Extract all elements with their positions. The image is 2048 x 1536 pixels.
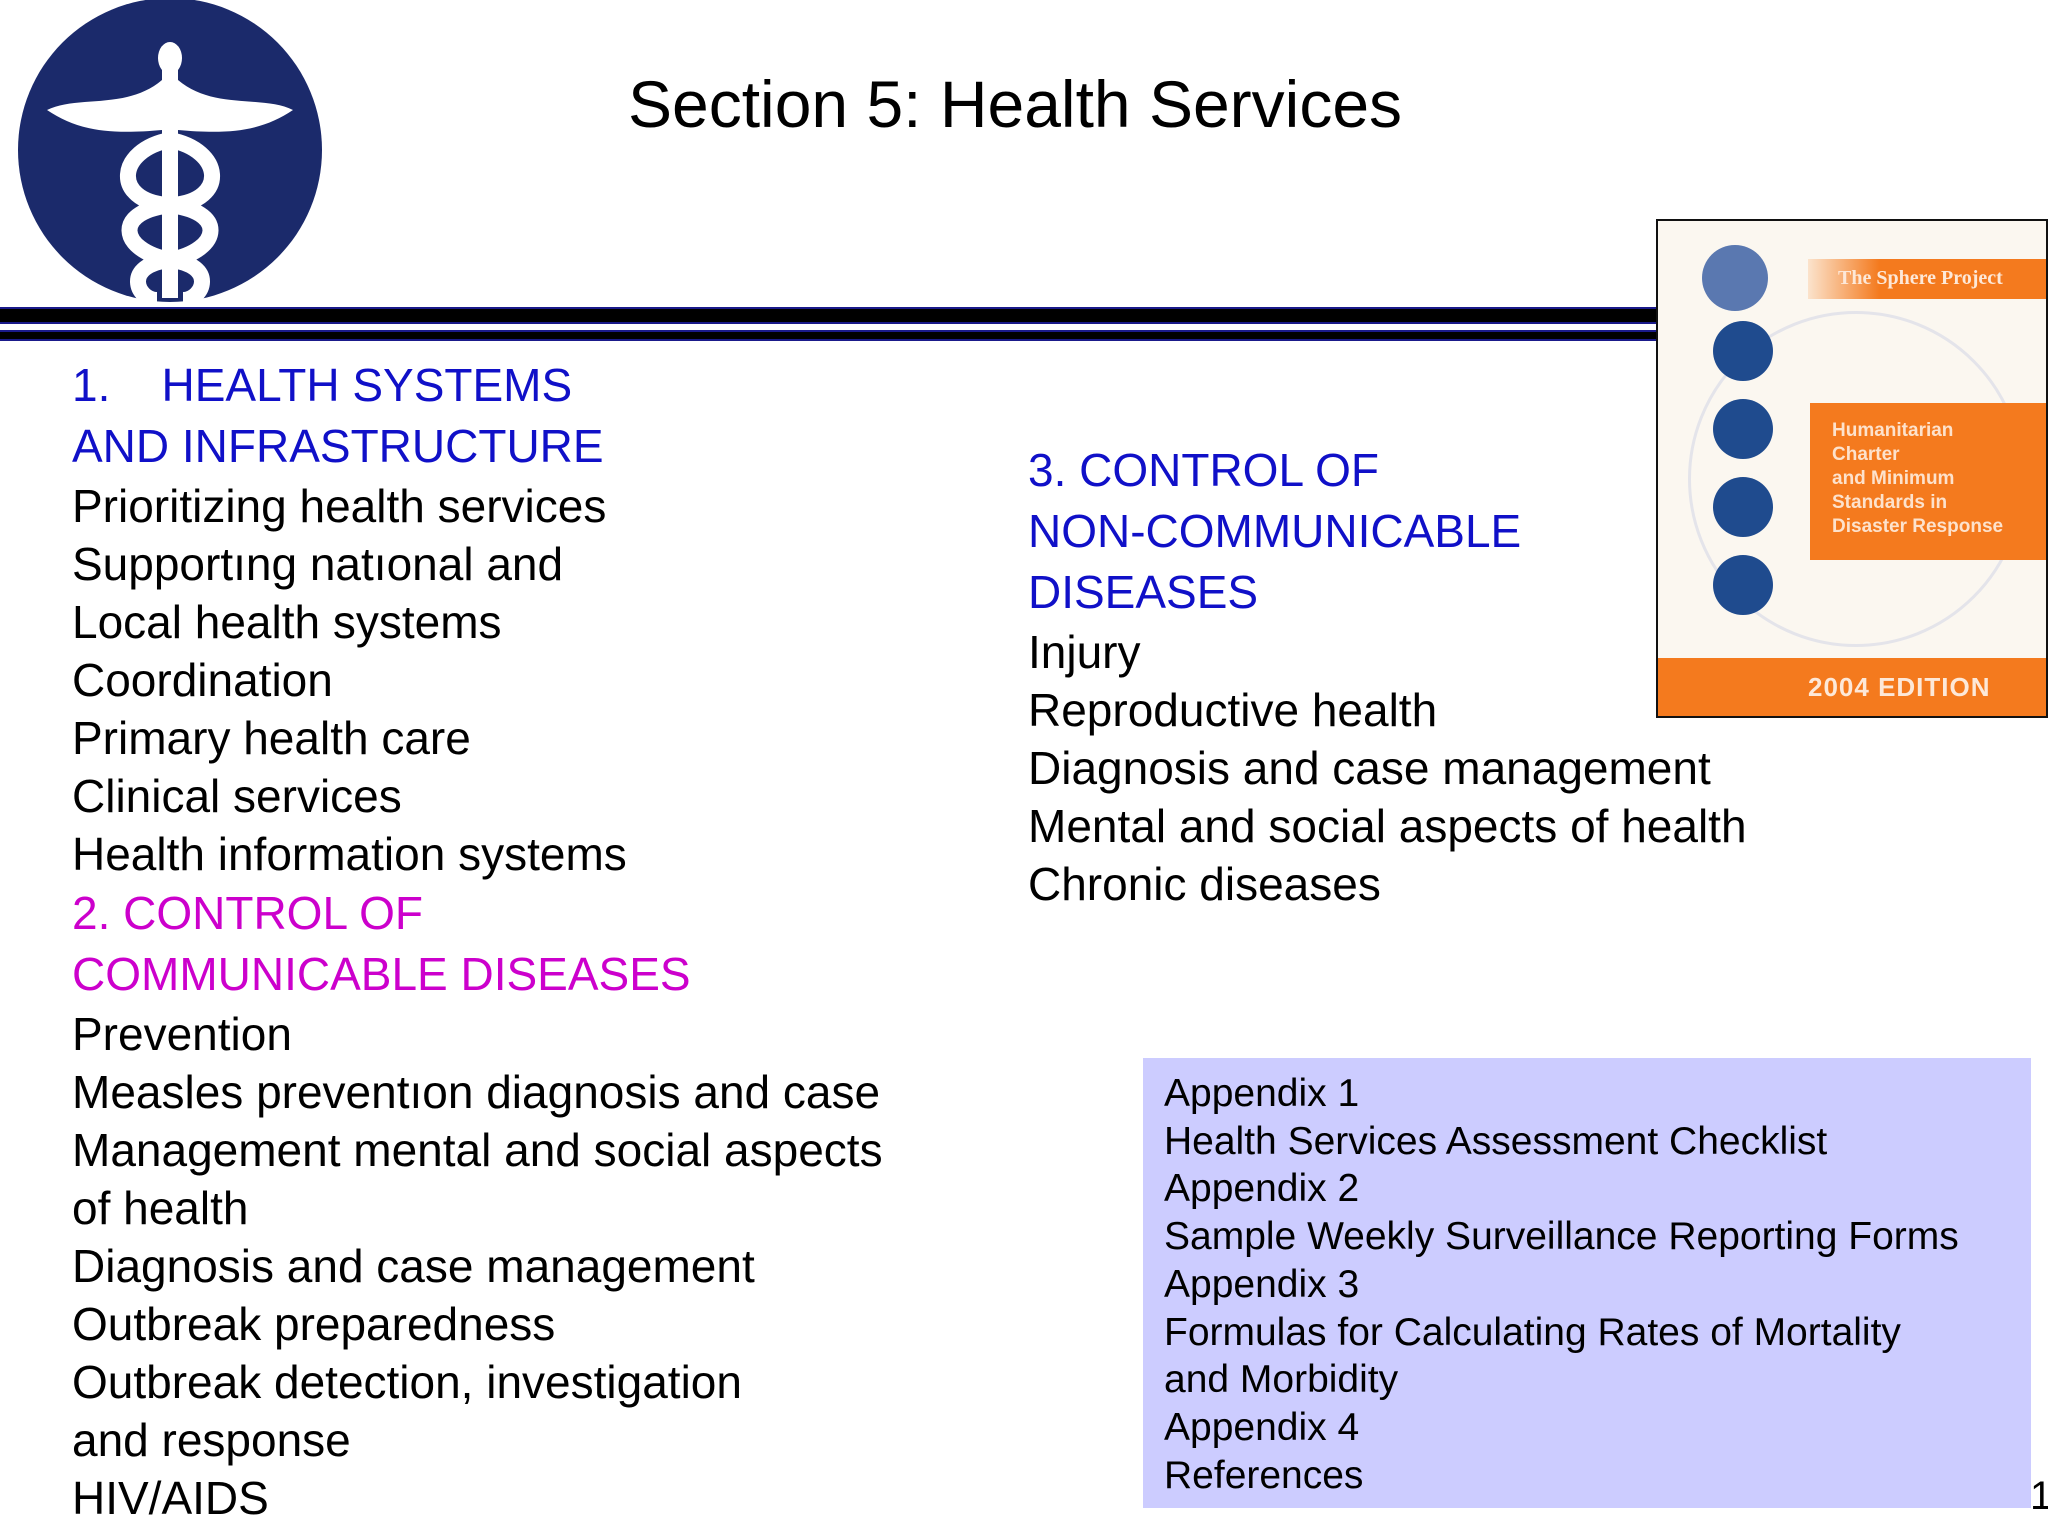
cover-title-box: Humanitarian Charter and Minimum Standar…	[1810, 403, 2046, 560]
list-item: HIV/AIDS	[72, 1472, 269, 1524]
appendix-line: Sample Weekly Surveillance Reporting For…	[1164, 1215, 1959, 1259]
cover-title-line: Charter	[1832, 444, 1900, 465]
shelter-icon	[1713, 477, 1773, 537]
appendix-line: Appendix 4	[1164, 1405, 1360, 1449]
appendix-line: Appendix 2	[1164, 1167, 1360, 1211]
caduceus-logo-icon	[18, 0, 322, 306]
section3-heading: DISEASES	[1028, 566, 1259, 618]
slide-title: Section 5: Health Services	[627, 67, 1403, 141]
section1-heading: 1. HEALTH SYSTEMS	[72, 359, 573, 411]
appendix-line: Appendix 3	[1164, 1262, 1360, 1306]
list-item: Management mental and social aspects	[72, 1124, 883, 1176]
list-item: Injury	[1028, 626, 1141, 678]
list-item: Supportıng natıonal and	[72, 538, 564, 590]
section2-heading: 2. CONTROL OF	[72, 887, 423, 939]
list-item: and response	[72, 1414, 351, 1466]
cover-title-line: Disaster Response	[1832, 516, 2004, 537]
water-tap-icon	[1713, 321, 1773, 381]
section2-heading: COMMUNICABLE DISEASES	[72, 948, 691, 1000]
globe-icon	[1702, 245, 1768, 311]
cover-publisher: The Sphere Project	[1838, 267, 2003, 289]
list-item: Chronic diseases	[1028, 858, 1381, 910]
list-item: Prevention	[72, 1008, 292, 1060]
list-item: Diagnosis and case management	[72, 1240, 755, 1292]
list-item: Reproductive health	[1028, 684, 1438, 736]
cover-top-band: The Sphere Project	[1808, 259, 2046, 299]
appendix-line: and Morbidity	[1164, 1358, 1399, 1402]
list-item: Clinical services	[72, 770, 402, 822]
right-column: 3. CONTROL OF NON-COMMUNICABLE DISEASES …	[1028, 440, 1747, 913]
list-item: Outbreak detection, investigation	[72, 1356, 742, 1408]
list-item: Measles preventıon diagnosis and case	[72, 1066, 881, 1118]
list-item: Outbreak preparedness	[72, 1298, 556, 1350]
food-bowl-icon	[1713, 399, 1773, 459]
list-item: Mental and social aspects of health	[1028, 800, 1747, 852]
appendix-box: Appendix 1 Health Services Assessment Ch…	[1143, 1058, 2031, 1508]
health-caduceus-icon	[1713, 555, 1773, 615]
cover-bottom-band: 2004 EDITION	[1658, 658, 2046, 716]
cover-title-line: Standards in	[1832, 492, 1948, 513]
appendix-line: Health Services Assessment Checklist	[1164, 1119, 1828, 1163]
list-item: Health information systems	[72, 828, 627, 880]
list-item: of health	[72, 1182, 249, 1234]
cover-edition: 2004 EDITION	[1808, 672, 1991, 702]
appendix-line: References	[1164, 1453, 1364, 1497]
appendix-line: Appendix 1	[1164, 1072, 1360, 1115]
section1-heading: AND INFRASTRUCTURE	[72, 420, 604, 472]
appendix-line: Formulas for Calculating Rates of Mortal…	[1164, 1310, 1901, 1354]
list-item: Primary health care	[72, 712, 471, 764]
cover-title-line: Humanitarian	[1832, 420, 1954, 441]
list-item: Coordination	[72, 654, 333, 706]
section3-heading: 3. CONTROL OF	[1028, 444, 1379, 496]
list-item: Prioritizing health services	[72, 480, 607, 532]
header-divider-thick	[0, 307, 1656, 324]
list-item: Local health systems	[72, 596, 502, 648]
section3-heading: NON-COMMUNICABLE	[1028, 505, 1522, 557]
header-divider-thin	[0, 330, 1656, 341]
left-column: 1. HEALTH SYSTEMS AND INFRASTRUCTURE Pri…	[72, 355, 883, 1527]
list-item: Diagnosis and case management	[1028, 742, 1711, 794]
page-number: 1	[2030, 1474, 2048, 1518]
sphere-handbook-cover-image: The Sphere Project Humanitarian Charter …	[1656, 219, 2048, 718]
cover-title-line: and Minimum	[1832, 468, 1955, 489]
